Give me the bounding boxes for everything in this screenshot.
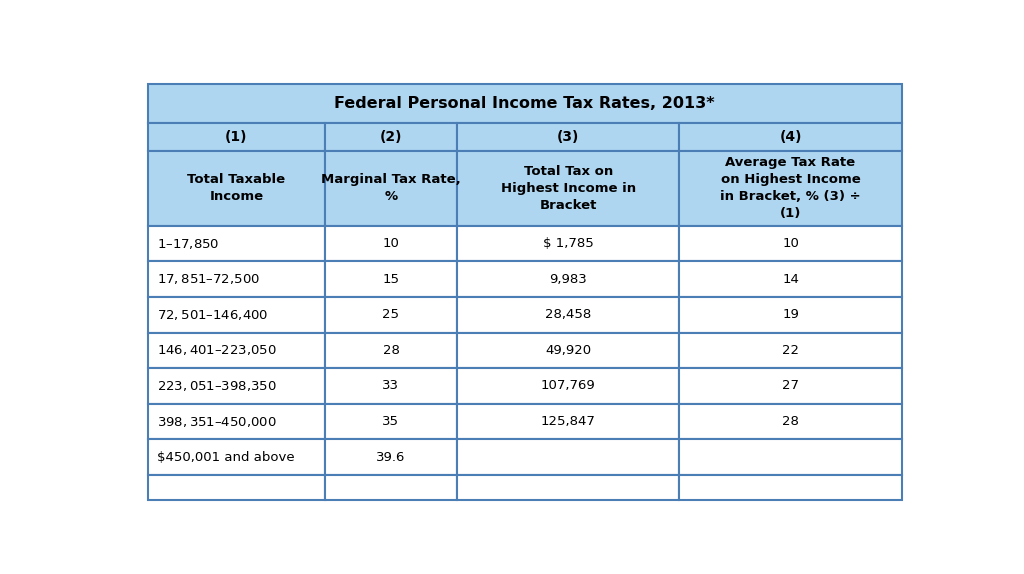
Bar [147,84,902,123]
Text: 10: 10 [782,237,799,250]
Bar [325,226,457,261]
Bar [147,368,325,404]
Bar [457,368,679,404]
Bar [325,261,457,297]
Text: 35: 35 [383,415,399,428]
Bar [325,151,457,226]
Text: Federal Personal Income Tax Rates, 2013*: Federal Personal Income Tax Rates, 2013* [335,96,715,111]
Text: 22: 22 [782,344,799,357]
Text: $1–$17,850: $1–$17,850 [158,236,220,251]
Text: $223,051–$398,350: $223,051–$398,350 [158,379,278,393]
Bar [679,404,902,439]
Text: $146,401–$223,050: $146,401–$223,050 [158,343,278,358]
Bar [679,151,902,226]
Text: 33: 33 [383,379,399,393]
Bar [457,123,679,151]
Text: (2): (2) [380,130,402,144]
Text: (3): (3) [557,130,580,144]
Bar [147,151,325,226]
Bar [457,151,679,226]
Text: 28: 28 [383,344,399,357]
Text: 125,847: 125,847 [541,415,596,428]
Text: 15: 15 [383,273,399,286]
Text: 107,769: 107,769 [541,379,596,393]
Bar [457,226,679,261]
Text: Total Taxable
Income: Total Taxable Income [187,173,286,203]
Bar [457,297,679,332]
Bar [147,297,325,332]
Bar [147,226,325,261]
Bar [457,439,679,475]
Text: 28: 28 [782,415,799,428]
Text: (1): (1) [225,130,248,144]
Text: (4): (4) [779,130,802,144]
Bar [325,404,457,439]
Bar [679,226,902,261]
Bar [457,261,679,297]
Bar [679,475,902,500]
Bar [325,123,457,151]
Bar [679,332,902,368]
Bar [325,475,457,500]
Bar [325,297,457,332]
Bar [679,368,902,404]
Bar [457,332,679,368]
Text: Total Tax on
Highest Income in
Bracket: Total Tax on Highest Income in Bracket [501,165,636,212]
Bar [325,368,457,404]
Bar [679,439,902,475]
Text: $ 1,785: $ 1,785 [543,237,594,250]
Bar [679,297,902,332]
Bar [325,332,457,368]
Text: Average Tax Rate
on Highest Income
in Bracket, % (3) ÷
(1): Average Tax Rate on Highest Income in Br… [720,156,861,220]
Text: 25: 25 [383,308,399,321]
Bar [147,439,325,475]
Text: 10: 10 [383,237,399,250]
Text: 9,983: 9,983 [549,273,587,286]
Bar [147,261,325,297]
Text: 14: 14 [782,273,799,286]
Bar [147,475,325,500]
Text: $72,501–$146,400: $72,501–$146,400 [158,308,268,322]
Text: $450,001 and above: $450,001 and above [158,451,295,464]
Text: 27: 27 [782,379,799,393]
Text: $398,351–$450,000: $398,351–$450,000 [158,414,278,429]
Bar [147,404,325,439]
Bar [147,332,325,368]
Bar [457,475,679,500]
Text: 19: 19 [782,308,799,321]
Text: Marginal Tax Rate,
%: Marginal Tax Rate, % [322,173,461,203]
Text: 39.6: 39.6 [376,451,406,464]
Bar [457,404,679,439]
Bar [325,439,457,475]
Bar [679,261,902,297]
Text: $17,851–$72,500: $17,851–$72,500 [158,272,260,286]
Text: 49,920: 49,920 [545,344,591,357]
Bar [147,123,325,151]
Text: 28,458: 28,458 [545,308,591,321]
Bar [679,123,902,151]
